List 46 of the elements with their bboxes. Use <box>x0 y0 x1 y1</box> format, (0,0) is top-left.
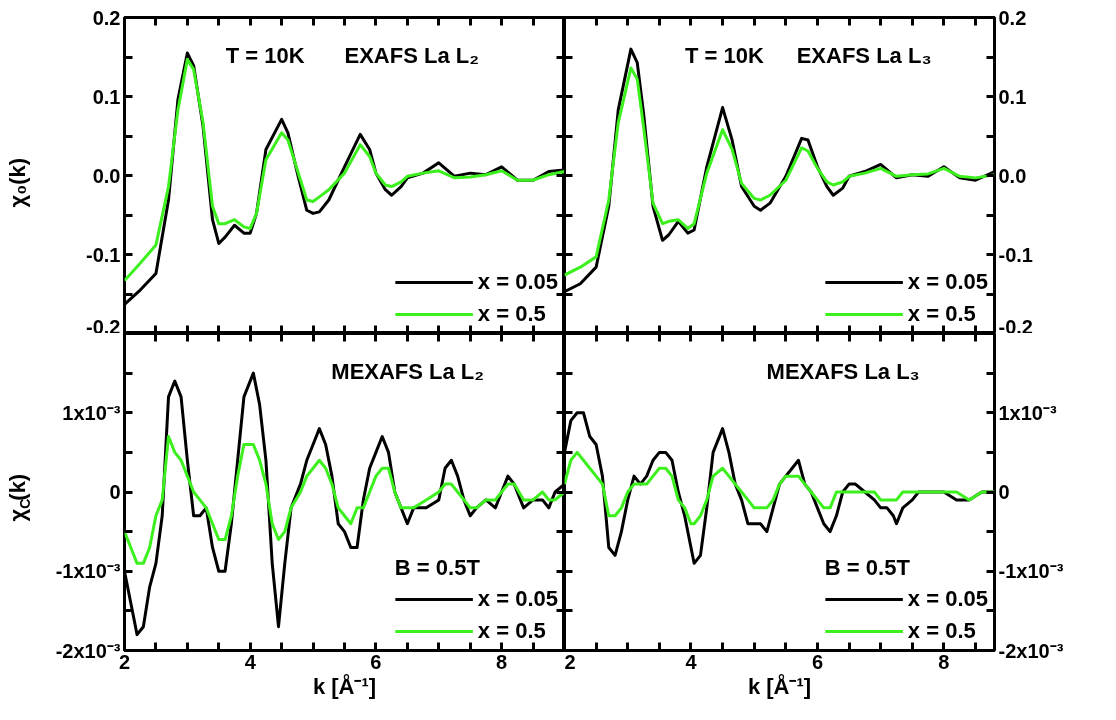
y-axis-title: χ₀(k) <box>5 157 30 208</box>
y-tick-label: 0.1 <box>998 85 1027 108</box>
legend-title: B = 0.5T <box>394 555 481 581</box>
legend-label: x = 0.05 <box>477 586 558 612</box>
y-tick-label: -1x10⁻³ <box>998 560 1064 583</box>
legend-label: x = 0.5 <box>907 301 976 327</box>
y-tick-label: 0 <box>998 481 1010 503</box>
y-tick-label: 0.2 <box>92 6 121 29</box>
y-tick-label: 1x10⁻³ <box>62 401 121 424</box>
annotation: T = 10K <box>225 42 305 68</box>
y-axis-title: χC(k) <box>5 473 33 522</box>
y-tick-label: 0.0 <box>92 164 121 187</box>
legend-title: B = 0.5T <box>824 555 911 581</box>
x-axis-title: k [Å⁻¹] <box>312 672 377 699</box>
x-tick-label: 6 <box>811 650 823 673</box>
legend-label: x = 0.5 <box>907 618 976 644</box>
x-tick-label: 4 <box>685 650 698 673</box>
x-tick-label: 8 <box>938 650 950 673</box>
annotation: EXAFS La L₃ <box>796 42 932 68</box>
x-tick-label: 8 <box>496 650 508 673</box>
legend-label: x = 0.05 <box>477 269 558 295</box>
y-tick-label: -1x10⁻³ <box>55 560 121 583</box>
y-tick-label: -2x10⁻³ <box>998 639 1064 662</box>
annotation: MEXAFS La L₃ <box>766 358 920 384</box>
legend-label: x = 0.5 <box>477 301 546 327</box>
legend-label: x = 0.5 <box>477 618 546 644</box>
legend-label: x = 0.05 <box>907 586 988 612</box>
y-tick-label: 1x10⁻³ <box>998 401 1057 424</box>
y-tick-label: 0.0 <box>998 164 1027 187</box>
annotation: EXAFS La L₂ <box>344 42 479 68</box>
y-tick-label: -0.2 <box>86 315 121 338</box>
annotation: T = 10K <box>684 42 764 68</box>
annotation: MEXAFS La L₂ <box>331 358 485 384</box>
y-tick-label: 0.1 <box>92 85 121 108</box>
x-tick-label: 2 <box>118 650 131 673</box>
y-tick-label: -2x10⁻³ <box>55 639 121 662</box>
x-tick-label: 6 <box>370 650 382 673</box>
y-tick-label: -0.1 <box>998 243 1033 266</box>
y-tick-label: 0 <box>109 481 121 503</box>
x-tick-label: 2 <box>564 650 576 673</box>
y-tick-label: -0.2 <box>998 315 1033 338</box>
y-tick-label: -0.1 <box>86 243 121 266</box>
y-tick-label: 0.2 <box>998 6 1027 29</box>
x-tick-label: 4 <box>244 650 257 673</box>
legend-label: x = 0.05 <box>907 269 988 295</box>
x-axis-title: k [Å⁻¹] <box>747 672 812 699</box>
